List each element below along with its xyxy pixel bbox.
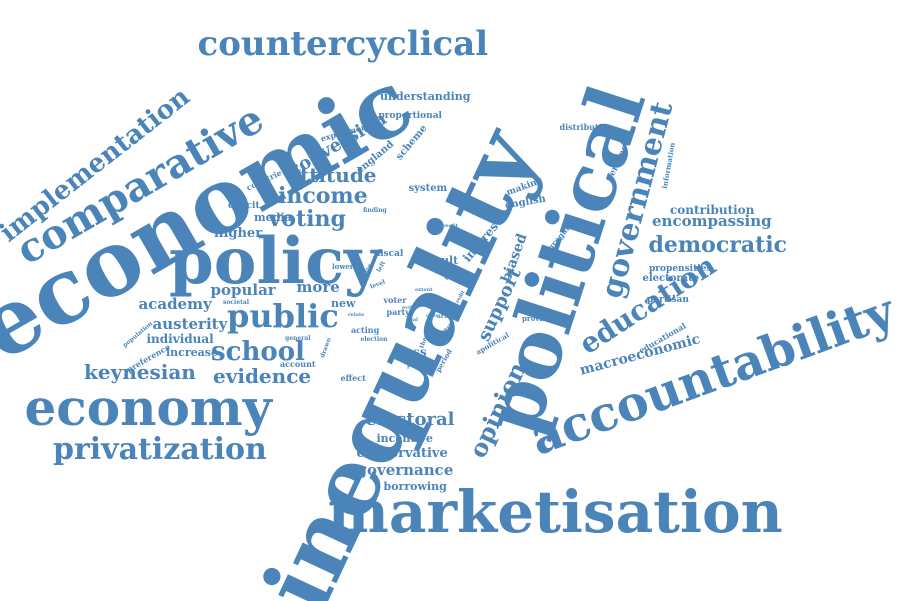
word-general: general bbox=[285, 335, 311, 342]
word-party: party bbox=[386, 307, 410, 317]
word-evidence: evidence bbox=[213, 364, 312, 388]
word-quite: quite bbox=[444, 274, 460, 281]
word-encompassing: encompassing bbox=[652, 211, 772, 230]
word-relate: relate bbox=[348, 311, 365, 318]
word-benefit: benefit bbox=[438, 222, 458, 229]
word-more: more bbox=[296, 277, 340, 296]
word-income: income bbox=[278, 183, 368, 209]
word-individual: individual bbox=[146, 332, 214, 346]
word-class: class bbox=[393, 345, 427, 359]
word-democratic: democratic bbox=[648, 232, 788, 258]
word-policy: policy bbox=[169, 224, 382, 299]
word-drawn: drawn bbox=[318, 336, 333, 359]
word-new: new bbox=[331, 296, 356, 310]
word-popular: popular bbox=[210, 280, 276, 299]
word-increase: increase bbox=[166, 345, 218, 359]
word-uses: uses bbox=[426, 312, 439, 319]
word-distribution: distribution bbox=[559, 122, 613, 132]
word-public: public bbox=[227, 297, 339, 335]
word-academy: academy bbox=[138, 294, 212, 313]
word-result: result bbox=[422, 253, 459, 267]
word-societal: societal bbox=[223, 299, 250, 306]
word-proportional: proportional bbox=[378, 110, 442, 121]
word-article: article bbox=[437, 313, 459, 320]
word-account: account bbox=[280, 359, 316, 369]
word-voting: voting bbox=[268, 206, 346, 232]
word-media: media bbox=[254, 210, 292, 224]
word-finding: finding bbox=[363, 207, 387, 214]
word-austerity: austerity bbox=[152, 314, 228, 333]
word-propensities: propensities bbox=[649, 263, 712, 274]
word-attitude: attitude bbox=[287, 163, 377, 187]
word-fiscal: fiscal bbox=[377, 248, 404, 259]
word-voter: voter bbox=[383, 295, 407, 305]
word-borrowing: borrowing bbox=[383, 479, 447, 493]
word-system: system bbox=[408, 183, 448, 194]
word-tax: tax bbox=[435, 300, 445, 307]
word-partisan: partisan bbox=[647, 294, 689, 305]
word-electoral: electoral bbox=[365, 409, 455, 430]
word-marketisation: marketisation bbox=[327, 478, 783, 546]
word-contribution: contribution bbox=[670, 203, 755, 217]
word-goal: goal bbox=[406, 316, 418, 323]
word-countercyclical: countercyclical bbox=[197, 24, 489, 64]
word-acting: acting bbox=[351, 325, 380, 335]
word-evil: evil bbox=[402, 304, 412, 311]
word-understanding: understanding bbox=[380, 89, 471, 103]
word-school: school bbox=[211, 337, 305, 367]
word-higher: higher bbox=[214, 225, 263, 241]
word-conservative: conservative bbox=[356, 445, 448, 461]
word-present: present bbox=[407, 362, 433, 369]
word-fiscal-2: fiscal bbox=[446, 308, 462, 315]
word-election: election bbox=[360, 336, 388, 343]
word-lower: lower bbox=[332, 261, 354, 271]
word-privatization: privatization bbox=[53, 432, 267, 467]
word-economy: economy bbox=[24, 378, 272, 437]
word-incentive: incentive bbox=[376, 431, 434, 445]
word-effect: effect bbox=[340, 373, 366, 383]
word-electorate: electorate bbox=[642, 273, 700, 284]
word-extent: extent bbox=[415, 286, 433, 293]
word-keynesian: keynesian bbox=[84, 360, 196, 384]
word-deficit: deficit bbox=[228, 200, 260, 211]
word-governance: governance bbox=[356, 460, 454, 479]
word-provision: provision bbox=[522, 313, 559, 323]
